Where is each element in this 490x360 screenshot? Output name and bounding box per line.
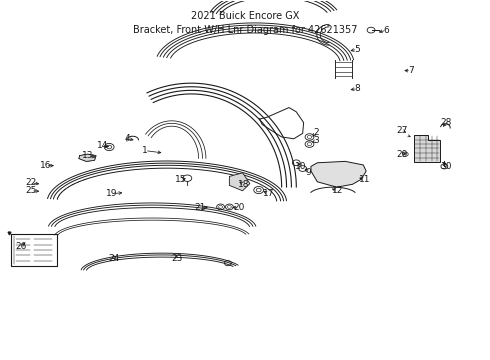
Text: 29: 29: [396, 150, 408, 159]
Text: 24: 24: [108, 254, 120, 263]
Circle shape: [225, 204, 233, 210]
Text: 30: 30: [441, 162, 452, 171]
Circle shape: [183, 175, 192, 181]
Text: 25: 25: [25, 186, 37, 195]
Text: 13: 13: [82, 151, 94, 160]
Circle shape: [305, 134, 314, 140]
Polygon shape: [311, 161, 366, 187]
Text: 8: 8: [354, 84, 360, 93]
Circle shape: [104, 143, 114, 150]
Circle shape: [293, 160, 300, 166]
Text: 28: 28: [441, 118, 452, 127]
Text: 27: 27: [396, 126, 408, 135]
Text: 26: 26: [16, 242, 27, 251]
Text: 2021 Buick Encore GX
Bracket, Front W/H Lnr Diagram for 42621357: 2021 Buick Encore GX Bracket, Front W/H …: [133, 11, 357, 35]
Text: 9: 9: [306, 168, 311, 177]
Text: 1: 1: [142, 146, 147, 155]
Circle shape: [441, 164, 448, 169]
Text: 17: 17: [263, 189, 274, 198]
Text: 16: 16: [40, 161, 51, 170]
Text: 11: 11: [359, 175, 370, 184]
Text: 21: 21: [195, 203, 206, 212]
Circle shape: [402, 152, 408, 156]
Text: 12: 12: [332, 186, 343, 195]
Text: 23: 23: [171, 254, 182, 263]
Text: 6: 6: [384, 26, 390, 35]
Text: 19: 19: [106, 189, 118, 198]
Polygon shape: [229, 173, 250, 191]
Polygon shape: [79, 154, 96, 161]
Text: 22: 22: [25, 178, 37, 187]
Text: 14: 14: [97, 141, 108, 150]
Text: 10: 10: [295, 162, 307, 171]
Text: 7: 7: [408, 66, 414, 75]
Text: 20: 20: [233, 203, 245, 212]
Circle shape: [305, 141, 314, 147]
Circle shape: [217, 204, 224, 210]
Text: 15: 15: [175, 175, 186, 184]
Text: 2: 2: [313, 128, 318, 137]
Polygon shape: [414, 135, 441, 162]
Circle shape: [254, 186, 264, 194]
Text: 4: 4: [125, 134, 130, 143]
Text: 18: 18: [238, 180, 250, 189]
Text: 3: 3: [313, 136, 318, 145]
Text: 5: 5: [354, 45, 360, 54]
Circle shape: [299, 166, 307, 171]
